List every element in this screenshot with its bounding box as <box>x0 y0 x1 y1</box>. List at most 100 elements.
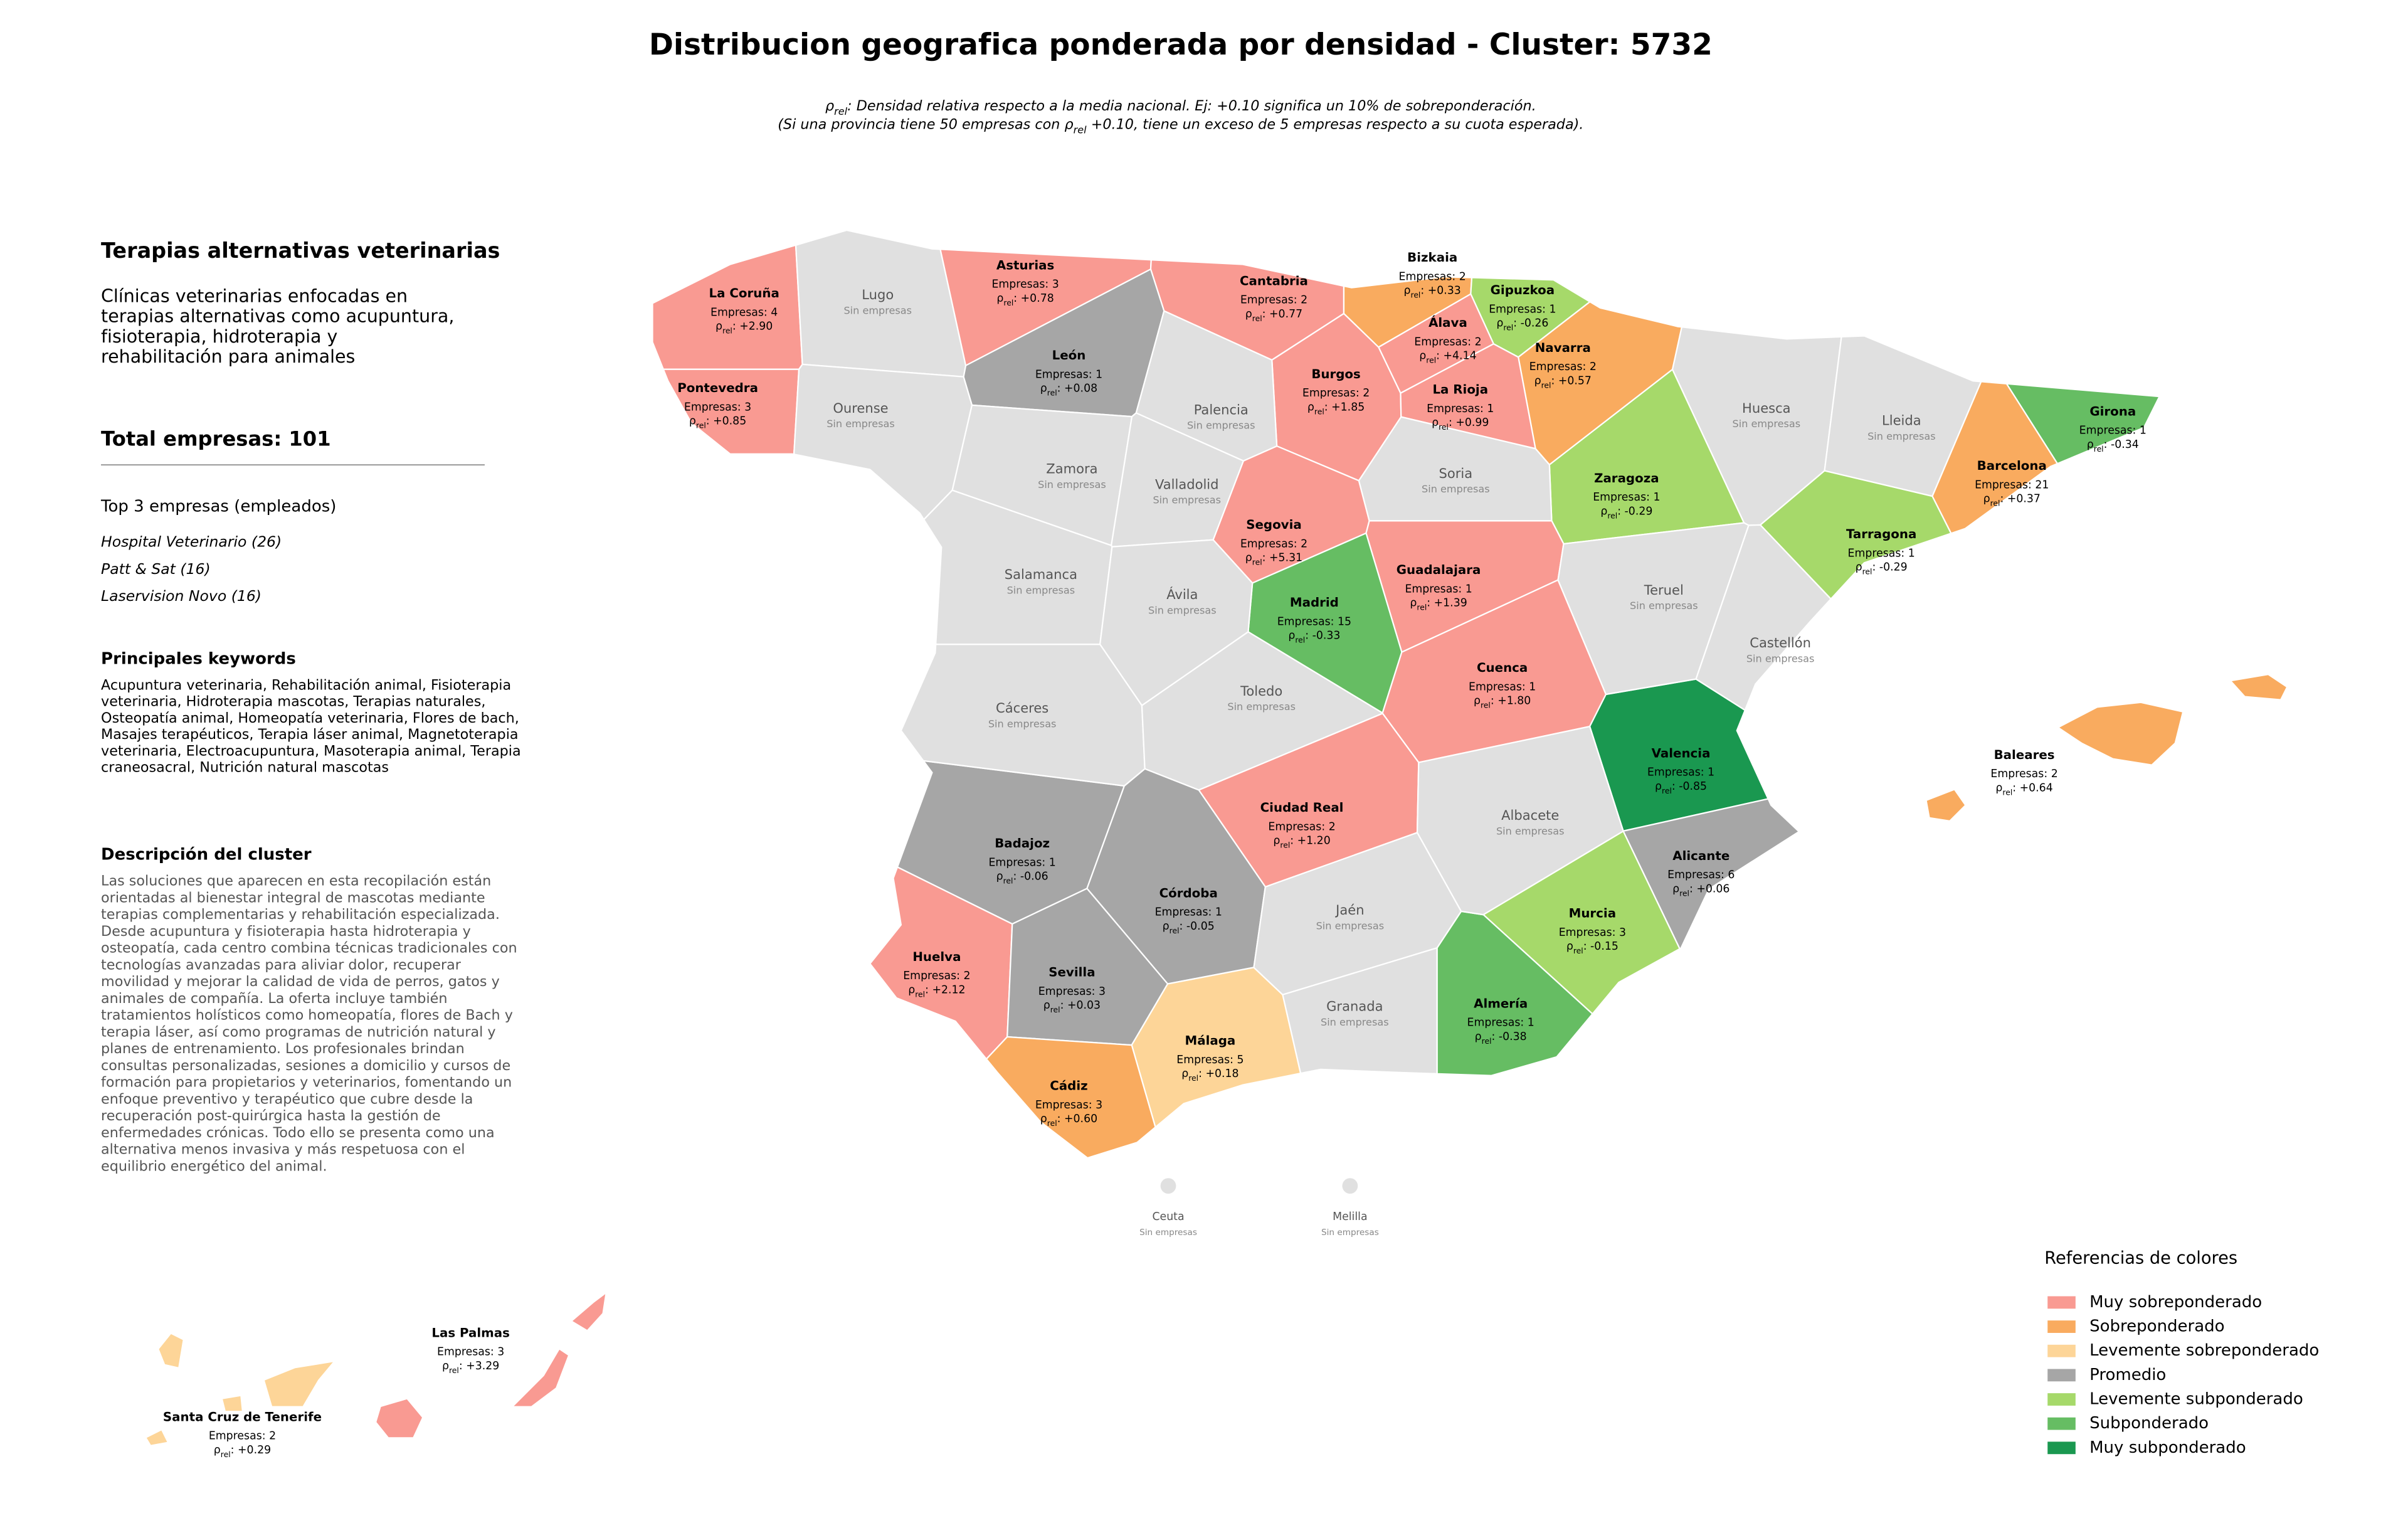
province-count: Empresas: 1 <box>1489 303 1556 316</box>
rho-sub: rel <box>1314 407 1324 416</box>
keywords: Masajes terapéuticos, Terapia láser anim… <box>101 726 519 743</box>
legend-swatch <box>2047 1344 2076 1357</box>
count-value: 1 <box>1653 491 1660 504</box>
count-prefix: Empresas: <box>1469 681 1529 693</box>
count-value: 3 <box>744 401 751 413</box>
rho-sub: rel <box>2094 444 2104 453</box>
province-name: Jaén <box>1334 902 1364 918</box>
rho-symbol: ρ <box>1404 285 1411 297</box>
rho-sub: rel <box>1252 558 1262 566</box>
province-name: Málaga <box>1185 1034 1236 1048</box>
rho-symbol: ρ <box>1496 317 1503 330</box>
rho-value: +5.31 <box>1269 552 1302 565</box>
rho-sep: : <box>2104 438 2111 451</box>
rho-sub: rel <box>1003 876 1013 885</box>
count-value: 1 <box>1549 303 1556 316</box>
count-value: 1 <box>1487 403 1494 415</box>
count-prefix: Empresas: <box>1268 820 1328 833</box>
rho-sub: rel <box>1047 1119 1057 1128</box>
rho-sub: rel <box>1295 635 1305 644</box>
count-value: 2 <box>1363 387 1370 400</box>
count-prefix: Empresas: <box>710 306 771 319</box>
province-name: Cuenca <box>1477 661 1528 675</box>
description: osteopatía, cada centro combina técnicas… <box>101 940 517 957</box>
province-rho: ρrel: +0.06 <box>1672 883 1729 898</box>
rho-symbol: ρ <box>1983 493 1990 506</box>
province-shape <box>511 1348 569 1408</box>
no-data-label: Sin empresas <box>1422 483 1490 495</box>
rho-sep: : <box>2000 493 2007 506</box>
province-shape <box>1695 524 1832 711</box>
description: Las soluciones que aparecen en esta reco… <box>101 873 491 889</box>
province-shape <box>1926 788 1966 822</box>
count-prefix: Empresas: <box>1035 368 1096 381</box>
rho-value: -0.29 <box>1879 561 1908 574</box>
province-name: Gipuzkoa <box>1491 283 1555 297</box>
count-prefix: Empresas: <box>1038 985 1099 998</box>
sector-description: fisioterapia, hidroterapia y <box>101 326 337 347</box>
province-name: Lugo <box>862 287 894 302</box>
rho-symbol: ρ <box>1419 350 1426 363</box>
rho-sep: : <box>1324 401 1331 413</box>
count-value: 2 <box>269 1430 276 1442</box>
province-name: Cádiz <box>1050 1079 1087 1093</box>
count-prefix: Empresas: <box>988 856 1048 869</box>
rho-sub: rel <box>1417 603 1427 612</box>
count-value: 1 <box>1529 681 1536 693</box>
province-name: Palencia <box>1194 401 1249 417</box>
province-count: Empresas: 2 <box>1240 538 1307 550</box>
count-prefix: Empresas: <box>1647 767 1708 779</box>
rho-symbol: ρ <box>2087 438 2094 451</box>
count-value: 1 <box>1215 906 1222 919</box>
count-prefix: Empresas: <box>1667 869 1728 881</box>
rho-symbol: ρ <box>1288 630 1295 642</box>
legend-swatch <box>2047 1296 2076 1309</box>
rho-value: -0.15 <box>1590 940 1619 953</box>
rho-sep: : <box>1672 780 1679 793</box>
province-name: Cáceres <box>996 700 1048 716</box>
province-name: Zamora <box>1046 461 1097 477</box>
legend-swatch <box>2047 1417 2076 1430</box>
province-rho: ρrel: +0.37 <box>1983 493 2041 507</box>
province-count: Empresas: 1 <box>1427 403 1494 415</box>
count-prefix: Empresas: <box>903 970 963 982</box>
count-value: 2 <box>1301 538 1307 550</box>
province-name: Bizkaia <box>1407 250 1457 265</box>
rho-sub: rel <box>1411 290 1421 299</box>
province-name: Ciudad Real <box>1260 800 1344 815</box>
province-name: Madrid <box>1290 595 1339 610</box>
rho-symbol: ρ <box>1856 561 1862 574</box>
province-rho: ρrel: -0.29 <box>1856 561 1908 576</box>
province-rho: ρrel: +0.29 <box>214 1444 271 1459</box>
rho-sep: : <box>1057 1113 1064 1125</box>
description: animales de compañía. La oferta incluye … <box>101 990 447 1007</box>
count-value: 3 <box>1099 985 1106 998</box>
legend-label: Muy subponderado <box>2089 1438 2246 1457</box>
no-data-label: Sin empresas <box>1316 920 1385 931</box>
province-rho: ρrel: -0.85 <box>1655 780 1707 795</box>
description: terapia láser, así como programas de nut… <box>101 1024 496 1040</box>
count-value: 4 <box>771 306 778 319</box>
province-rho: ρrel: +2.12 <box>908 984 965 998</box>
no-data-label: Sin empresas <box>1139 1228 1197 1238</box>
province-name: Valladolid <box>1155 476 1219 492</box>
province-count: Empresas: 1 <box>1155 906 1222 919</box>
province-count: Empresas: 2 <box>1414 336 1481 348</box>
count-value: 3 <box>497 1346 504 1359</box>
rho-value: +2.12 <box>932 984 965 996</box>
province-name: León <box>1052 348 1086 363</box>
top-title: Top 3 empresas (empleados) <box>100 497 336 516</box>
province-rho: ρrel: +0.03 <box>1043 999 1101 1014</box>
rho-value: +0.37 <box>2007 493 2041 506</box>
description: Desde acupuntura y fisioterapia hasta hi… <box>101 923 471 940</box>
rho-sep: : <box>1513 317 1520 330</box>
rho-symbol: ρ <box>1600 505 1607 517</box>
rho-value: +0.64 <box>2020 782 2053 794</box>
rho-value: +0.57 <box>1558 374 1592 387</box>
description: tecnologías avanzadas para aliviar dolor… <box>101 957 462 973</box>
province-name: Valencia <box>1652 746 1711 760</box>
province-shape <box>2230 674 2288 700</box>
rho-symbol: ρ <box>1273 835 1280 847</box>
province-rho: ρrel: +1.39 <box>1410 597 1467 612</box>
province-rho: ρrel: -0.33 <box>1288 630 1340 644</box>
